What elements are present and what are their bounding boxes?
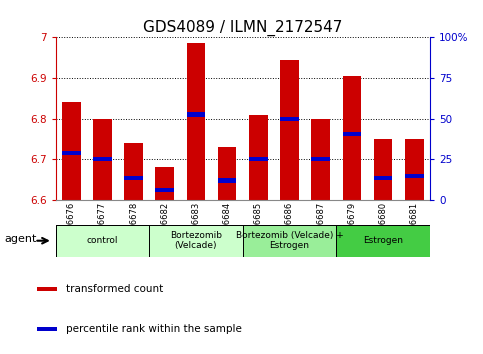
Bar xyxy=(342,132,361,136)
Bar xyxy=(56,225,149,257)
Bar xyxy=(280,116,299,121)
Title: GDS4089 / ILMN_2172547: GDS4089 / ILMN_2172547 xyxy=(143,19,342,36)
Bar xyxy=(186,43,205,200)
Bar xyxy=(374,139,392,200)
Bar xyxy=(249,115,268,200)
Bar xyxy=(156,188,174,192)
Text: Bortezomib (Velcade) +
Estrogen: Bortezomib (Velcade) + Estrogen xyxy=(236,231,343,250)
Text: Estrogen: Estrogen xyxy=(363,236,403,245)
Bar xyxy=(312,157,330,161)
Bar xyxy=(405,139,424,200)
Bar xyxy=(374,176,392,179)
Bar xyxy=(242,225,336,257)
Bar xyxy=(312,119,330,200)
Bar xyxy=(62,151,81,155)
Bar xyxy=(249,157,268,161)
Text: agent: agent xyxy=(4,234,37,244)
Bar xyxy=(62,102,81,200)
Bar xyxy=(38,327,57,331)
Bar xyxy=(38,287,57,291)
Bar xyxy=(149,225,242,257)
Bar xyxy=(218,178,237,183)
Bar xyxy=(405,175,424,178)
Bar xyxy=(124,176,143,179)
Bar xyxy=(336,225,430,257)
Bar xyxy=(93,119,112,200)
Text: control: control xyxy=(86,236,118,245)
Bar xyxy=(124,143,143,200)
Bar xyxy=(93,157,112,161)
Bar xyxy=(342,76,361,200)
Bar xyxy=(218,147,237,200)
Bar xyxy=(186,113,205,116)
Bar xyxy=(156,167,174,200)
Text: percentile rank within the sample: percentile rank within the sample xyxy=(66,324,242,334)
Bar xyxy=(280,59,299,200)
Text: Bortezomib
(Velcade): Bortezomib (Velcade) xyxy=(170,231,222,250)
Text: transformed count: transformed count xyxy=(66,284,164,294)
